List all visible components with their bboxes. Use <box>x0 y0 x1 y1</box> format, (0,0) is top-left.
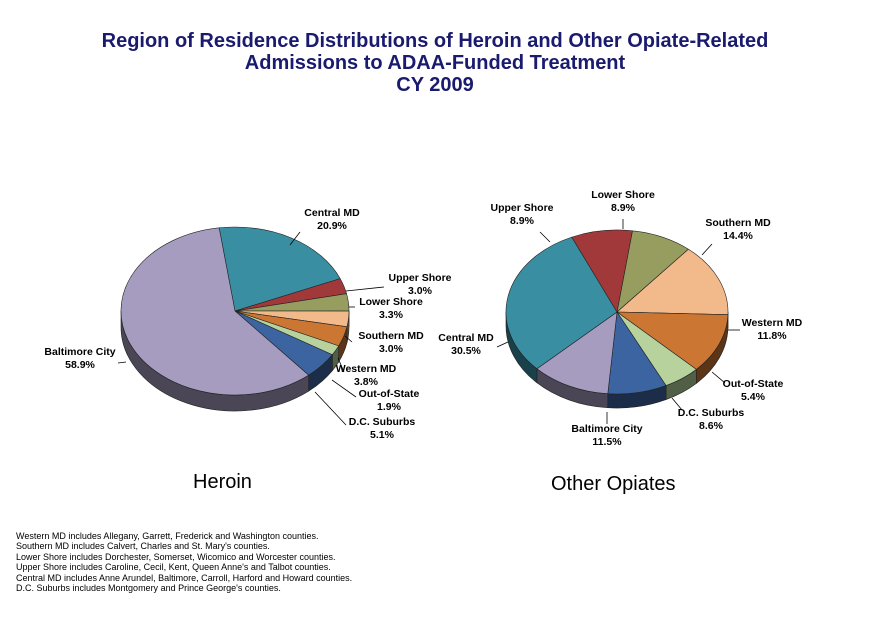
slice-value-label: 3.0% <box>379 343 404 355</box>
leader-line <box>117 361 127 364</box>
footnote: Southern MD includes Calvert, Charles an… <box>16 541 270 552</box>
pie-slice-baltimore-city <box>536 311 618 395</box>
other-opiates-subtitle: Other Opiates <box>551 473 676 495</box>
slice-name-label: Out-of-State <box>723 378 784 390</box>
leader-line <box>539 231 551 243</box>
slice-name-label: Western MD <box>742 317 803 329</box>
slice-name-label: D.C. Suburbs <box>678 407 745 419</box>
slice-name-label: Out-of-State <box>359 388 420 400</box>
slice-name-label: Central MD <box>304 207 360 219</box>
slice-value-label: 3.8% <box>354 376 379 388</box>
leader-line <box>671 397 683 411</box>
leader-line <box>314 391 347 426</box>
slice-value-label: 8.9% <box>510 215 535 227</box>
slice-name-label: Upper Shore <box>490 202 553 214</box>
slice-value-label: 8.6% <box>699 420 724 432</box>
slice-value-label: 20.9% <box>317 220 347 232</box>
leader-line <box>344 335 353 343</box>
slice-name-label: Western MD <box>336 363 397 375</box>
slice-value-label: 58.9% <box>65 359 95 371</box>
slice-name-label: Lower Shore <box>359 296 423 308</box>
slice-value-label: 3.3% <box>379 309 404 321</box>
slice-name-label: Upper Shore <box>388 272 451 284</box>
leader-line <box>337 357 345 373</box>
chart-title: Region of Residence Distributions of Her… <box>0 30 870 96</box>
slice-name-label: Southern MD <box>358 330 424 342</box>
footnotes: Western MD includes Allegany, Garrett, F… <box>16 531 352 593</box>
title-line-1: Region of Residence Distributions of Her… <box>101 30 769 52</box>
leader-line <box>331 379 357 398</box>
slice-value-label: 11.8% <box>757 330 787 342</box>
leader-line <box>345 286 385 292</box>
footnote: Central MD includes Anne Arundel, Baltim… <box>16 572 353 583</box>
slice-name-label: Southern MD <box>705 217 771 229</box>
pie-slice-southern-md <box>616 248 729 315</box>
slice-value-label: 5.1% <box>370 429 395 441</box>
leader-line <box>701 243 713 256</box>
footnote: Lower Shore includes Dorchester, Somerse… <box>16 551 336 562</box>
slice-name-label: Central MD <box>438 332 494 344</box>
pie-slice-western-md <box>616 311 729 370</box>
slice-value-label: 5.4% <box>741 391 766 403</box>
title-line-3: CY 2009 <box>396 74 474 96</box>
footnote: Western MD includes Allegany, Garrett, F… <box>16 531 319 541</box>
slice-value-label: 3.0% <box>408 285 433 297</box>
title-line-2: Admissions to ADAA-Funded Treatment <box>244 52 626 74</box>
slice-value-label: 1.9% <box>377 401 402 413</box>
slice-name-label: D.C. Suburbs <box>349 416 416 428</box>
pie-slice-upper-shore <box>571 229 633 313</box>
footnote: Upper Shore includes Caroline, Cecil, Ke… <box>16 562 331 573</box>
leader-line <box>289 231 301 246</box>
pie-slice-central-md <box>505 236 618 370</box>
slice-value-label: 30.5% <box>451 345 481 357</box>
heroin-subtitle: Heroin <box>193 471 252 493</box>
slice-name-label: Lower Shore <box>591 189 655 201</box>
pie-slice-baltimore-city <box>120 227 310 396</box>
slice-value-label: 8.9% <box>611 202 636 214</box>
slice-value-label: 14.4% <box>723 230 753 242</box>
slice-name-label: Baltimore City <box>571 423 642 435</box>
leader-line <box>711 371 726 384</box>
footnote: D.C. Suburbs includes Montgomery and Pri… <box>16 583 281 594</box>
slice-value-label: 11.5% <box>592 436 622 448</box>
leader-line <box>496 341 509 348</box>
pie-slice-central-md <box>218 226 341 312</box>
slice-name-label: Baltimore City <box>44 346 115 358</box>
